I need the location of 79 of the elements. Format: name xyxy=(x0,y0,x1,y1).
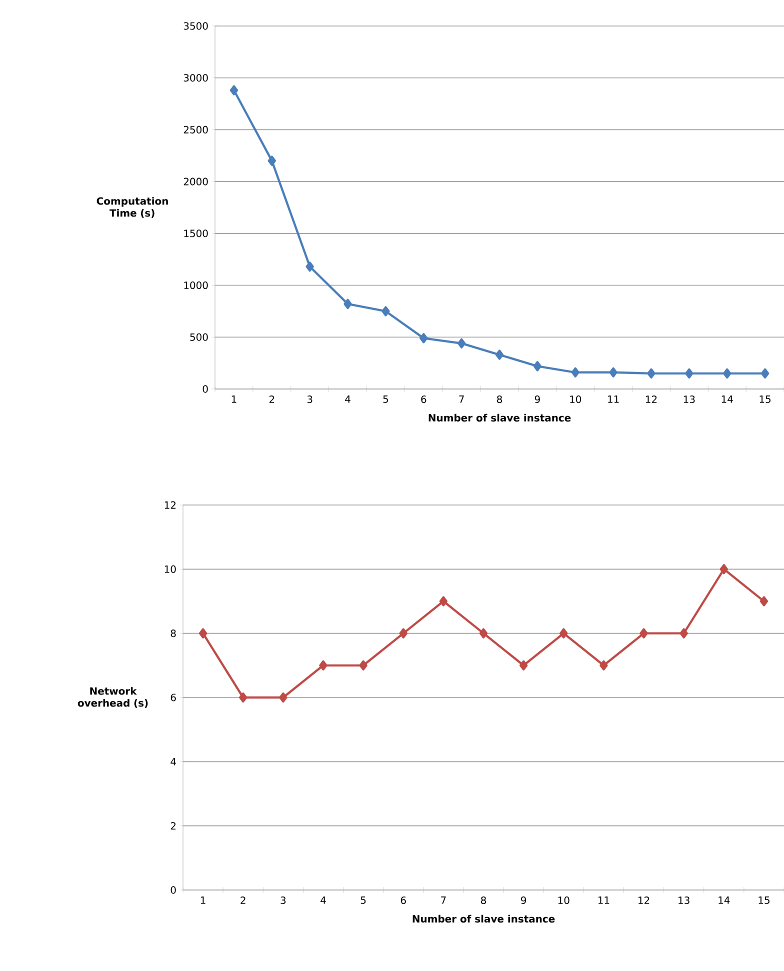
point xyxy=(685,368,694,379)
x-tick-label: 6 xyxy=(421,395,426,404)
point xyxy=(533,361,542,372)
x-tick-label: 15 xyxy=(760,396,771,403)
y-tick-label: 6 xyxy=(170,694,176,702)
x-axis-title: Number of slave instance xyxy=(412,914,555,923)
x-tick-label: 1 xyxy=(232,396,236,403)
point xyxy=(560,628,568,638)
point xyxy=(382,306,390,316)
point xyxy=(268,156,276,166)
y-tick-label: 500 xyxy=(190,333,208,341)
x-tick-label: 13 xyxy=(678,896,690,904)
x-tick-label: 11 xyxy=(608,396,619,403)
point xyxy=(420,333,428,344)
x-axis-title: Number of slave instance xyxy=(428,414,571,422)
x-tick-label: 4 xyxy=(320,896,326,904)
y-tick-label: 10 xyxy=(164,565,176,573)
y-tick-label: 2500 xyxy=(184,126,208,134)
point xyxy=(519,660,528,670)
x-tick-label: 14 xyxy=(718,896,730,904)
y-axis-title: Network overhead (s) xyxy=(78,687,148,708)
y-tick-label: 0 xyxy=(202,385,208,393)
x-tick-label: 8 xyxy=(481,896,486,904)
y-tick-label: 2000 xyxy=(184,178,208,186)
point xyxy=(600,660,608,670)
x-tick-label: 5 xyxy=(360,896,366,904)
point xyxy=(344,298,352,310)
y-axis-title: Computation Time (s) xyxy=(96,197,168,218)
x-tick-label: 1 xyxy=(200,896,206,904)
x-tick-label: 12 xyxy=(638,896,650,904)
y-tick-label: 0 xyxy=(170,886,176,894)
x-tick-label: 11 xyxy=(598,896,610,904)
point xyxy=(680,628,688,638)
y-tick-label: 1500 xyxy=(184,230,208,238)
x-tick-label: 10 xyxy=(570,395,582,404)
point xyxy=(457,338,466,348)
y-tick-label: 3500 xyxy=(184,22,208,30)
x-tick-label: 3 xyxy=(280,896,286,904)
x-tick-label: 4 xyxy=(345,396,350,403)
x-tick-label: 15 xyxy=(758,896,770,904)
point xyxy=(239,692,248,703)
point xyxy=(230,85,238,96)
x-tick-label: 2 xyxy=(269,395,274,403)
y-tick-label: 1000 xyxy=(184,282,208,290)
point xyxy=(723,368,732,379)
point xyxy=(720,564,728,574)
x-tick-label: 3 xyxy=(307,395,312,404)
point xyxy=(647,368,656,379)
y-tick-label: 8 xyxy=(170,630,176,638)
y-tick-label: 4 xyxy=(170,758,176,766)
point xyxy=(479,628,488,638)
x-tick-label: 8 xyxy=(497,395,502,404)
x-tick-label: 7 xyxy=(459,396,464,403)
y-tick-label: 2 xyxy=(170,822,176,830)
point xyxy=(640,628,648,638)
x-tick-label: 6 xyxy=(400,896,406,904)
x-tick-label: 14 xyxy=(722,396,733,403)
x-tick-label: 9 xyxy=(521,896,526,904)
x-tick-label: 9 xyxy=(534,395,540,404)
point xyxy=(198,628,208,638)
x-tick-label: 5 xyxy=(383,396,388,403)
point xyxy=(399,628,408,638)
point xyxy=(306,262,314,272)
point xyxy=(760,368,770,379)
point xyxy=(495,350,504,360)
point xyxy=(571,367,580,378)
point xyxy=(359,660,368,670)
point xyxy=(439,596,448,606)
point xyxy=(609,367,618,378)
x-tick-label: 13 xyxy=(684,395,695,404)
point xyxy=(760,596,768,606)
x-tick-label: 10 xyxy=(558,896,570,904)
x-tick-label: 2 xyxy=(240,896,246,904)
point xyxy=(279,692,288,703)
y-tick-label: 12 xyxy=(164,501,176,509)
y-tick-label: 3000 xyxy=(184,74,208,82)
point xyxy=(319,660,328,670)
x-tick-label: 7 xyxy=(441,896,446,904)
x-tick-label: 12 xyxy=(646,395,657,403)
